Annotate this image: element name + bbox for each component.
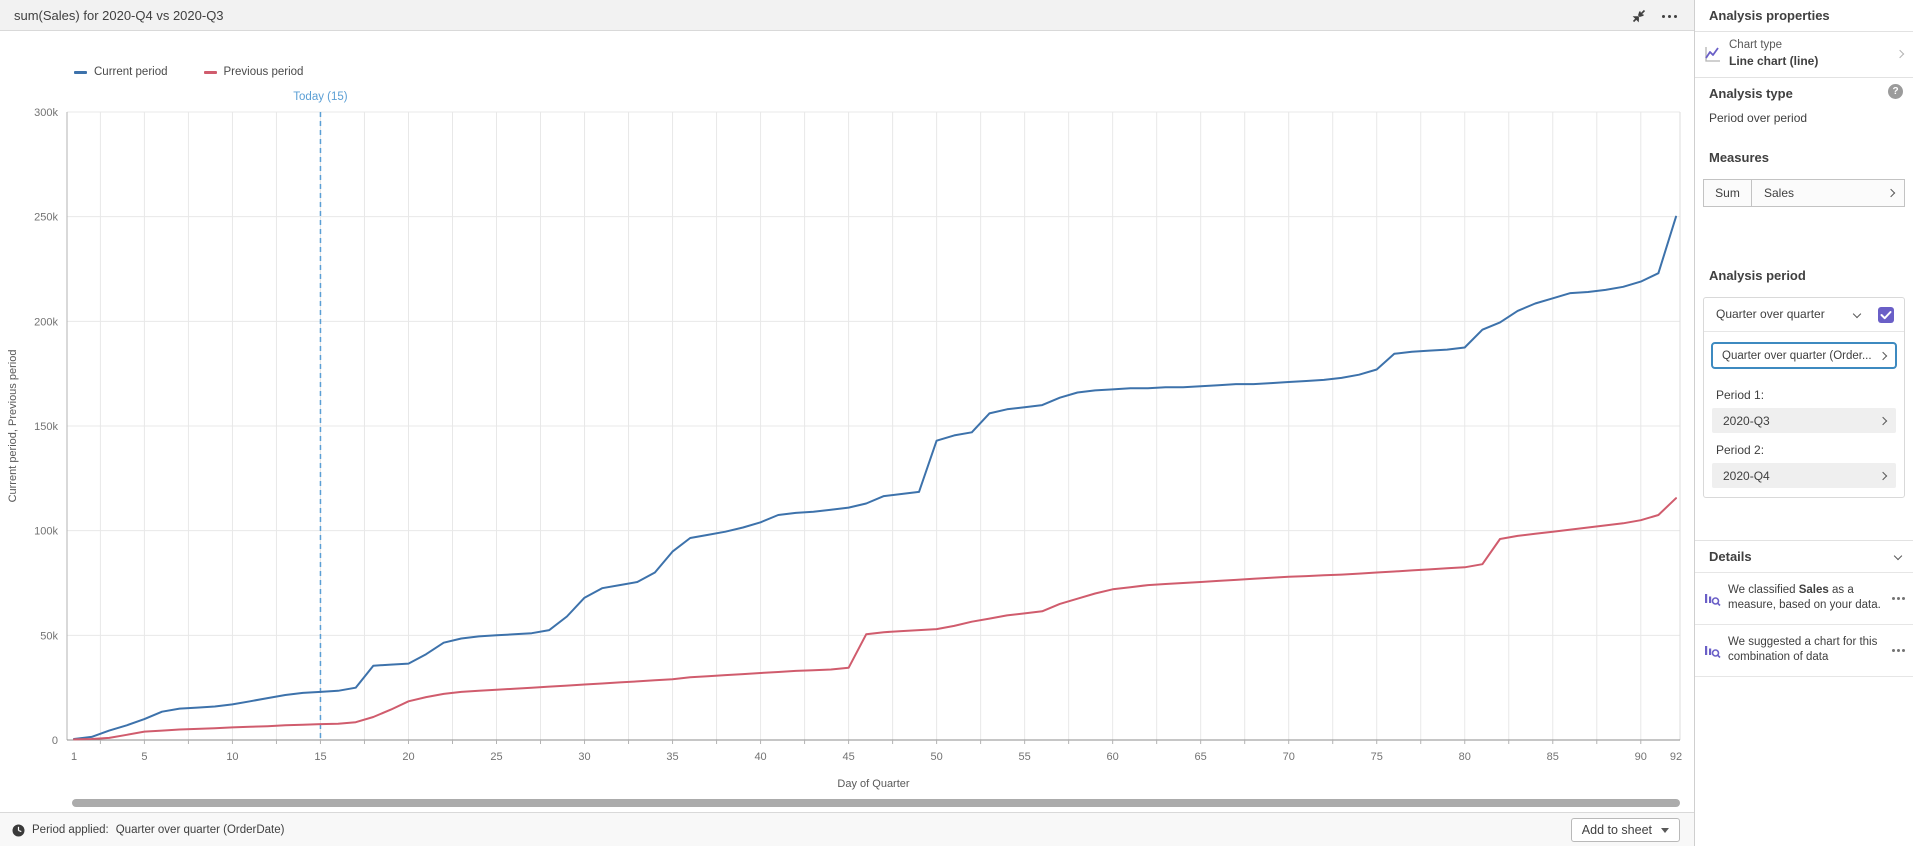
add-to-sheet-label: Add to sheet [1581,823,1652,837]
svg-text:Day of Quarter: Day of Quarter [837,778,909,790]
help-icon[interactable]: ? [1888,84,1903,99]
details-heading: Details [1709,549,1752,564]
svg-text:0: 0 [52,735,58,747]
panel-header: Analysis properties [1695,0,1913,32]
chart-title: sum(Sales) for 2020-Q4 vs 2020-Q3 [14,8,224,23]
analysis-period-heading: Analysis period [1709,268,1806,283]
chart-type-label: Chart type [1729,39,1783,51]
analysis-period-card: Quarter over quarter Quarter over quarte… [1703,297,1905,498]
chart-footer: Period applied: Quarter over quarter (Or… [0,812,1694,846]
analysis-type-value: Period over period [1709,111,1808,125]
svg-text:35: 35 [666,751,678,763]
svg-text:10: 10 [226,751,238,763]
period-applied-status: Period applied: Quarter over quarter (Or… [12,813,284,847]
chevron-right-icon [1878,351,1888,360]
period2-label: Period 2: [1716,443,1765,457]
insight-icon [1704,591,1721,610]
analysis-properties-panel: Analysis properties Chart type Line char… [1694,0,1913,846]
period-type-dropdown[interactable]: Quarter over quarter [1704,298,1904,332]
svg-text:50k: 50k [40,630,58,642]
ellipsis-glyph [1662,15,1665,18]
svg-text:55: 55 [1019,751,1031,763]
collapse-icon[interactable] [1630,7,1648,25]
chart-legend: Current period Previous period [74,66,303,78]
svg-text:Current period, Previous perio: Current period, Previous period [7,350,19,503]
svg-text:15: 15 [314,751,326,763]
svg-text:200k: 200k [34,316,58,328]
status-value: Quarter over quarter (OrderDate) [115,824,285,836]
chevron-right-icon [1895,49,1905,59]
detail-text: We classified Sales as a measure, based … [1728,584,1881,611]
chart-card: sum(Sales) for 2020-Q4 vs 2020-Q3 Curren… [0,0,1694,846]
insight-icon [1704,643,1721,662]
calendar-period-value: Quarter over quarter (Order... [1722,349,1872,362]
svg-text:65: 65 [1195,751,1207,763]
svg-text:75: 75 [1371,751,1383,763]
add-to-sheet-button[interactable]: Add to sheet [1570,818,1680,842]
period-enabled-checkbox[interactable] [1878,307,1894,323]
measure-aggregation: Sum [1704,180,1752,206]
chart-type-row[interactable]: Chart type Line chart (line) [1695,32,1913,78]
svg-text:100k: 100k [34,526,58,538]
svg-text:60: 60 [1107,751,1119,763]
svg-text:20: 20 [402,751,414,763]
measure-field: Sales [1764,186,1795,200]
chevron-right-icon [1878,471,1888,480]
measure-row[interactable]: Sum Sales [1703,179,1905,207]
detail-item-suggested: We suggested a chart for this combinatio… [1695,625,1913,677]
svg-text:25: 25 [490,751,502,763]
detail-item-classified: We classified Sales as a measure, based … [1695,573,1913,625]
svg-text:45: 45 [842,751,854,763]
svg-text:Today (15): Today (15) [293,91,348,103]
chevron-right-icon [1878,416,1888,425]
current-period-dash-icon [74,70,87,74]
analysis-type-heading: Analysis type [1709,86,1793,101]
previous-period-dash-icon [203,70,217,74]
detail-more-icon[interactable] [1892,597,1895,600]
svg-text:30: 30 [578,751,590,763]
line-chart-type-icon [1704,46,1721,66]
status-prefix: Period applied: [32,824,109,836]
detail-more-icon[interactable] [1892,649,1895,652]
period1-button[interactable]: 2020-Q3 [1712,408,1896,433]
clock-icon [12,824,25,836]
svg-text:250k: 250k [34,212,58,224]
svg-text:300k: 300k [34,107,58,119]
svg-text:1: 1 [71,751,77,763]
period-type-value: Quarter over quarter [1716,307,1825,321]
calendar-period-field[interactable]: Quarter over quarter (Order... [1711,342,1897,369]
detail-text: We suggested a chart for this combinatio… [1728,636,1878,663]
svg-text:85: 85 [1547,751,1559,763]
period1-value: 2020-Q3 [1723,413,1770,428]
period2-button[interactable]: 2020-Q4 [1712,463,1896,488]
svg-text:50: 50 [930,751,942,763]
legend-item-previous[interactable]: Previous period [203,66,304,78]
svg-text:90: 90 [1635,751,1647,763]
chevron-down-icon [1893,551,1903,561]
line-chart-svg[interactable]: 1 5 10 15 20 25 30 35 40 45 50 55 60 65 70 75 80 85 90 9205… [0,31,1694,799]
svg-text:80: 80 [1459,751,1471,763]
panel-title: Analysis properties [1709,8,1830,23]
svg-text:40: 40 [754,751,766,763]
svg-text:92: 92 [1670,751,1682,763]
line-chart-area[interactable]: Current period Previous period 1 5 10 15 20 2… [0,31,1694,799]
svg-text:70: 70 [1283,751,1295,763]
legend-item-current[interactable]: Current period [74,66,168,78]
svg-text:150k: 150k [34,421,58,433]
horizontal-scrollbar[interactable] [72,799,1680,807]
details-section-header[interactable]: Details [1695,540,1913,573]
chevron-down-icon [1852,309,1862,319]
caret-down-icon [1661,827,1669,833]
chart-titlebar: sum(Sales) for 2020-Q4 vs 2020-Q3 [0,0,1694,31]
legend-label-current: Current period [94,66,168,78]
period1-label: Period 1: [1716,388,1765,402]
measures-heading: Measures [1709,150,1769,165]
chevron-right-icon [1886,188,1896,198]
legend-label-previous: Previous period [223,66,304,78]
period2-value: 2020-Q4 [1723,468,1770,483]
svg-text:5: 5 [141,751,147,763]
more-menu-icon[interactable] [1660,7,1678,25]
chart-type-value: Line chart (line) [1729,54,1819,68]
